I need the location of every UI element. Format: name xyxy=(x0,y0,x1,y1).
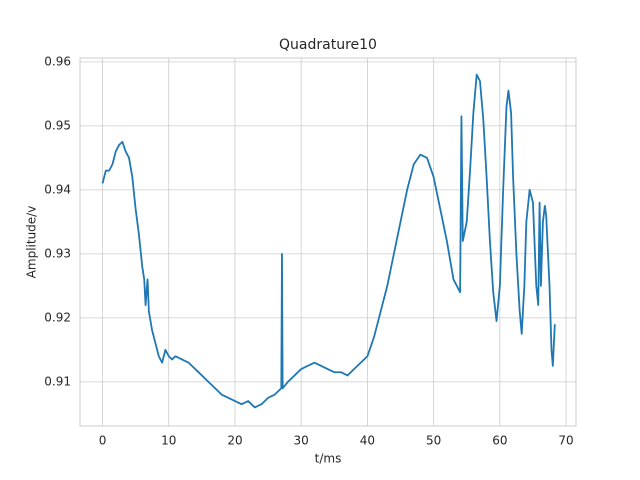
y-axis-label: Amplitude/v xyxy=(25,206,39,279)
x-tick-label: 70 xyxy=(558,434,573,448)
data-line xyxy=(101,73,556,409)
chart-title: Quadrature10 xyxy=(279,37,377,53)
plot-frame xyxy=(79,57,577,427)
y-tick-label: 0.93 xyxy=(44,246,71,260)
y-tick-label: 0.91 xyxy=(44,374,71,388)
y-tick-label: 0.95 xyxy=(44,118,71,132)
y-tick-label: 0.94 xyxy=(44,182,71,196)
x-tick-label: 0 xyxy=(99,434,107,448)
x-tick-label: 10 xyxy=(161,434,176,448)
y-tick-label: 0.92 xyxy=(44,310,71,324)
x-tick-label: 50 xyxy=(426,434,441,448)
y-tick-label: 0.96 xyxy=(44,54,71,68)
x-tick-label: 60 xyxy=(492,434,507,448)
x-tick-label: 30 xyxy=(294,434,309,448)
x-tick-label: 20 xyxy=(227,434,242,448)
x-axis-label: t/ms xyxy=(315,452,342,466)
x-tick-label: 40 xyxy=(360,434,375,448)
